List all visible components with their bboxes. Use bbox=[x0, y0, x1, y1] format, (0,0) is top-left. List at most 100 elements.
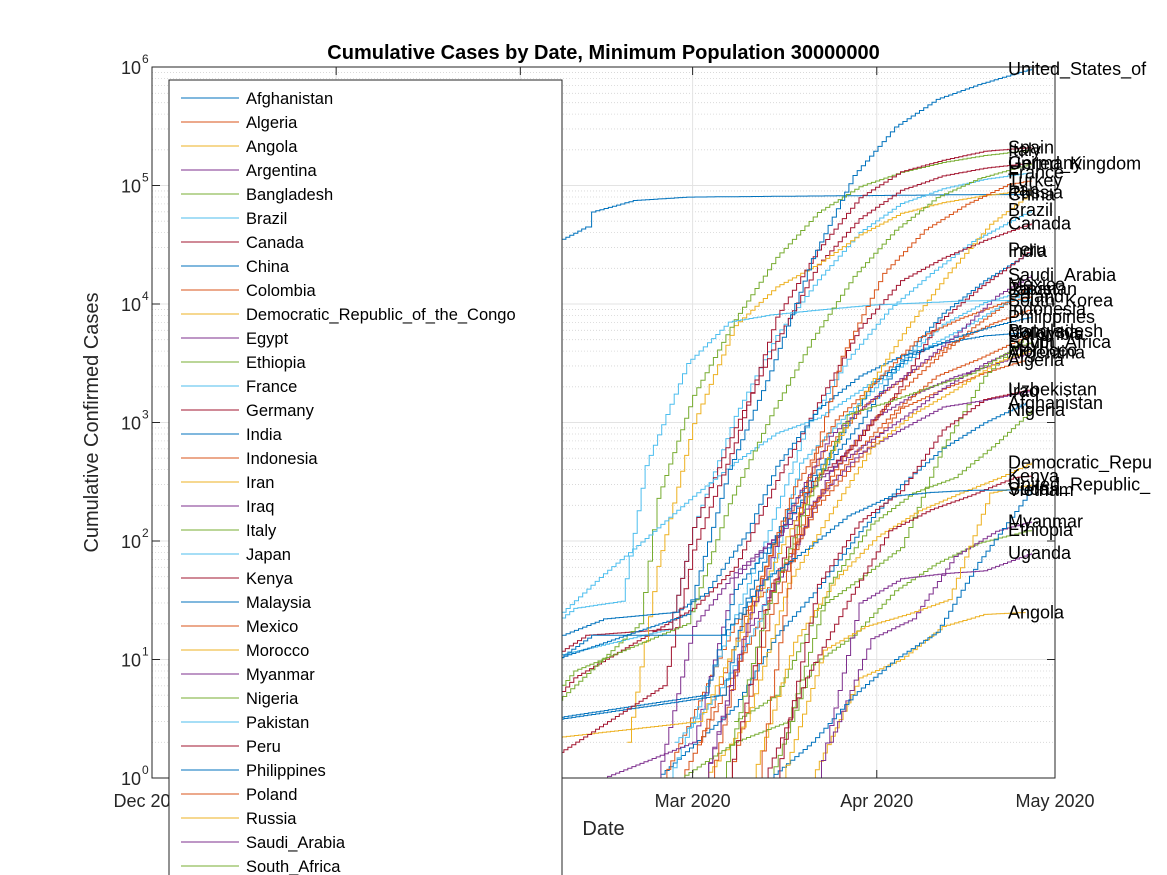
legend-entry-iraq: Iraq bbox=[246, 498, 274, 516]
x-tick-label: Mar 2020 bbox=[655, 791, 731, 811]
series-line-colombia bbox=[728, 333, 1032, 779]
legend-entry-poland: Poland bbox=[246, 786, 297, 804]
y-tick-exponent: 4 bbox=[142, 289, 149, 303]
legend-entry-ethiopia: Ethiopia bbox=[246, 354, 306, 372]
y-tick-label: 10 bbox=[121, 177, 141, 197]
end-label-iraq: Iraq bbox=[1008, 381, 1039, 401]
legend-entry-myanmar: Myanmar bbox=[246, 666, 315, 684]
end-label-south-korea: South_Korea bbox=[1008, 290, 1114, 311]
end-label-russia: Russia bbox=[1008, 183, 1064, 203]
series-line-united-republic-of-tanzania bbox=[781, 484, 1032, 779]
legend-entry-morocco: Morocco bbox=[246, 642, 309, 660]
legend-entry-nigeria: Nigeria bbox=[246, 690, 299, 708]
legend-entry-saudi-arabia: Saudi_Arabia bbox=[246, 834, 346, 852]
end-label-ethiopia: Ethiopia bbox=[1008, 520, 1074, 540]
x-axis-label: Date bbox=[582, 818, 624, 840]
end-label-united-kingdom: United_Kingdom bbox=[1008, 154, 1141, 175]
series-line-germany bbox=[496, 162, 1032, 779]
legend-entry-philippines: Philippines bbox=[246, 762, 326, 780]
legend-entry-iran: Iran bbox=[246, 474, 274, 492]
legend-entry-bangladesh: Bangladesh bbox=[246, 186, 333, 204]
end-label-algeria: Algeria bbox=[1008, 350, 1065, 370]
end-label-peru: Peru bbox=[1008, 240, 1046, 260]
series-line-kenya bbox=[763, 475, 1032, 779]
series-line-russia bbox=[514, 192, 1032, 743]
end-label-uganda: Uganda bbox=[1008, 543, 1072, 563]
chart-title: Cumulative Cases by Date, Minimum Popula… bbox=[327, 42, 879, 64]
y-tick-label: 10 bbox=[121, 414, 141, 434]
end-label-spain: Spain bbox=[1008, 137, 1054, 157]
end-label-pakistan: Pakistan bbox=[1008, 279, 1077, 299]
end-label-germany: Germany bbox=[1008, 153, 1082, 173]
series-line-iran bbox=[627, 190, 1032, 743]
end-label-sudan: Sudan bbox=[1008, 479, 1060, 499]
end-label-india: India bbox=[1008, 241, 1048, 261]
series-line-ethiopia bbox=[769, 529, 1032, 779]
legend: Afghanistan Algeria Angola Argentina Banglad… bbox=[168, 79, 563, 875]
y-axis-label: Cumulative Confirmed Cases bbox=[81, 292, 103, 552]
end-label-france: France bbox=[1008, 163, 1064, 183]
end-label-saudi-arabia: Saudi_Arabia bbox=[1008, 265, 1117, 286]
end-label-kenya: Kenya bbox=[1008, 466, 1060, 486]
legend-entry-mexico: Mexico bbox=[246, 618, 298, 636]
y-tick-exponent: 3 bbox=[142, 408, 149, 422]
legend-entry-argentina: Argentina bbox=[246, 162, 317, 180]
series-line-italy bbox=[514, 149, 1032, 743]
end-label-japan: Japan bbox=[1008, 279, 1057, 299]
legend-entry-brazil: Brazil bbox=[246, 210, 287, 228]
legend-entry-france: France bbox=[246, 378, 297, 396]
series-line-sudan bbox=[769, 488, 1032, 779]
x-tick-label: May 2020 bbox=[1015, 791, 1094, 811]
series-line-united-kingdom bbox=[514, 163, 1032, 743]
legend-entry-egypt: Egypt bbox=[246, 330, 289, 348]
legend-entry-kenya: Kenya bbox=[246, 570, 294, 588]
legend-entry-malaysia: Malaysia bbox=[246, 594, 312, 612]
legend-entry-russia: Russia bbox=[246, 810, 297, 828]
series-line-peru bbox=[728, 249, 1032, 779]
legend-entry-peru: Peru bbox=[246, 738, 281, 756]
series-line-uzbekistan bbox=[775, 389, 1032, 779]
end-label-angola: Angola bbox=[1008, 602, 1065, 622]
series-line-uganda bbox=[817, 553, 1032, 779]
series-line-india bbox=[508, 251, 1032, 779]
end-label-nigeria: Nigeria bbox=[1008, 400, 1066, 420]
legend-entry-angola: Angola bbox=[246, 138, 298, 156]
series-line-iraq bbox=[657, 390, 1032, 779]
series-line-south-africa bbox=[722, 341, 1032, 779]
y-tick-label: 10 bbox=[121, 769, 141, 789]
y-tick-exponent: 6 bbox=[142, 52, 149, 66]
end-label-morocco: Morocco bbox=[1008, 340, 1077, 360]
y-tick-label: 10 bbox=[121, 651, 141, 671]
end-label-united-republic-of-tanzania: United_Republic_ bbox=[1008, 475, 1151, 496]
series-line-afghanistan bbox=[657, 402, 1026, 779]
legend-entry-afghanistan: Afghanistan bbox=[246, 90, 333, 108]
series-line-turkey bbox=[758, 180, 1032, 779]
series-line-malaysia bbox=[478, 332, 1032, 722]
x-tick-label: Apr 2020 bbox=[840, 791, 913, 811]
legend-entry-pakistan: Pakistan bbox=[246, 714, 309, 732]
y-tick-exponent: 1 bbox=[142, 645, 149, 659]
y-tick-exponent: 5 bbox=[142, 171, 149, 185]
y-tick-exponent: 2 bbox=[142, 526, 149, 540]
series-line-pakistan bbox=[674, 289, 1032, 743]
end-label-philippines: Philippines bbox=[1008, 307, 1095, 327]
end-label-turkey: Turkey bbox=[1008, 171, 1062, 191]
series-line-bangladesh bbox=[734, 331, 1032, 722]
end-label-egypt: Egypt bbox=[1008, 332, 1054, 352]
series-line-spain bbox=[520, 147, 1032, 779]
legend-entry-colombia: Colombia bbox=[246, 282, 317, 300]
y-tick-label: 10 bbox=[121, 295, 141, 315]
end-label-italy: Italy bbox=[1008, 140, 1041, 160]
legend-entry-china: China bbox=[246, 258, 290, 276]
legend-entry-japan: Japan bbox=[246, 546, 291, 564]
legend-box bbox=[168, 79, 563, 875]
end-labels: Afghanistan Algeria Angola ArgentinaBanglad… bbox=[1008, 59, 1152, 623]
series-lines bbox=[330, 68, 1032, 779]
end-label-mexico: Mexico bbox=[1008, 274, 1065, 294]
legend-entry-germany: Germany bbox=[246, 402, 315, 420]
end-label-united-states-of-america: United_States_of bbox=[1008, 59, 1147, 80]
end-label-brazil: Brazil bbox=[1008, 200, 1053, 220]
y-tick-label: 10 bbox=[121, 58, 141, 78]
end-label-bangladesh: Bangladesh bbox=[1008, 321, 1103, 341]
end-label-iran: Iran bbox=[1008, 180, 1039, 200]
